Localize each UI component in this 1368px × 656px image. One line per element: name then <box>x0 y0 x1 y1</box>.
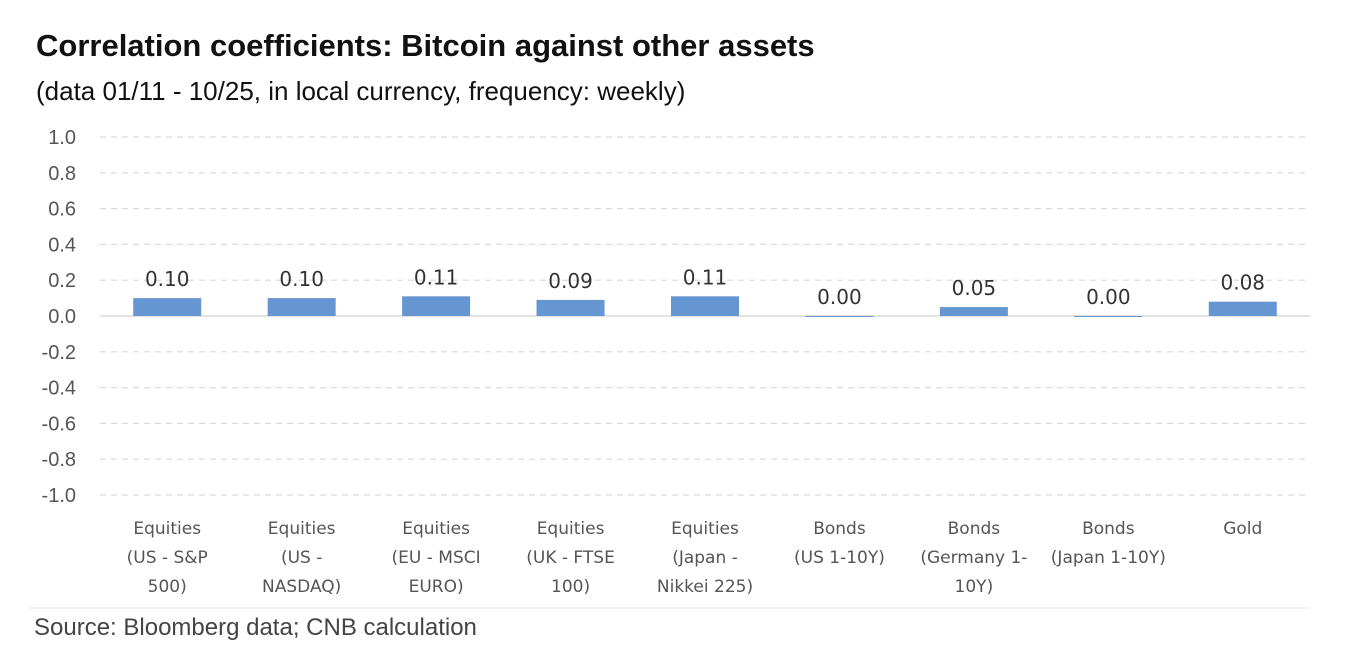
bar <box>671 296 739 316</box>
category-label-line: Equities <box>268 519 336 539</box>
category-label-line: (US 1-10Y) <box>794 548 885 568</box>
category-label-line: (UK - FTSE <box>526 548 615 568</box>
category-label-line: Equities <box>671 519 739 539</box>
category-label-line: (US - S&P <box>127 548 208 568</box>
chart-title: Correlation coefficients: Bitcoin agains… <box>36 28 815 63</box>
category-label: Bonds (US 1-10Y) <box>794 519 885 568</box>
y-tick-label: 0.6 <box>48 199 76 221</box>
category-label-line: Gold <box>1223 519 1262 539</box>
category-label-line: (US - <box>281 548 322 568</box>
chart-subtitle: (data 01/11 - 10/25, in local currency, … <box>36 76 686 106</box>
category-label: Bonds (Germany 1- 10Y) <box>920 519 1027 597</box>
bar <box>267 298 336 316</box>
category-label: Equities (US - S&P 500) <box>127 519 208 597</box>
y-tick-label: 0.8 <box>48 163 76 185</box>
data-label: 0.05 <box>952 276 997 300</box>
source-note: Source: Bloomberg data; CNB calculation <box>34 614 477 641</box>
category-label-line: NASDAQ) <box>262 577 341 597</box>
bar <box>805 316 874 317</box>
bar <box>536 299 605 316</box>
bar <box>402 296 471 316</box>
data-label: 0.00 <box>817 285 862 309</box>
category-label-line: (Japan 1-10Y) <box>1051 548 1166 568</box>
category-label-line: Bonds <box>948 519 1001 539</box>
data-label: 0.08 <box>1221 271 1266 295</box>
category-label-line: EURO) <box>409 577 464 597</box>
category-label-line: (Japan - <box>672 548 738 568</box>
category-label: Gold <box>1223 519 1262 539</box>
bar <box>1208 301 1277 316</box>
data-label: 0.10 <box>145 267 190 291</box>
data-label: 0.10 <box>279 267 324 291</box>
data-label: 0.00 <box>1086 285 1131 309</box>
y-tick-label: 0.0 <box>48 306 76 328</box>
category-label-line: Equities <box>402 519 470 539</box>
category-label-line: 100) <box>551 577 590 597</box>
category-label-line: Equities <box>537 519 605 539</box>
category-label-line: Bonds <box>813 519 866 539</box>
category-label: Equities (Japan - Nikkei 225) <box>657 519 753 597</box>
y-tick-label: -0.6 <box>42 413 76 435</box>
category-label-line: (EU - MSCI <box>392 548 481 568</box>
category-label-line: Nikkei 225) <box>657 577 753 597</box>
y-tick-label: -1.0 <box>42 485 76 507</box>
y-tick-label: 0.4 <box>48 234 76 256</box>
category-label-line: (Germany 1- <box>920 548 1027 568</box>
bar <box>1074 316 1143 317</box>
bar <box>133 298 202 316</box>
category-label: Bonds (Japan 1-10Y) <box>1051 519 1166 568</box>
y-tick-label: -0.2 <box>42 342 76 364</box>
category-label: Equities (UK - FTSE 100) <box>526 519 615 597</box>
data-label: 0.09 <box>548 269 593 293</box>
y-tick-label: 1.0 <box>48 127 76 149</box>
category-label-line: 10Y) <box>955 577 994 597</box>
category-label-line: Equities <box>133 519 201 539</box>
category-label-line: Bonds <box>1082 519 1135 539</box>
category-label: Equities (EU - MSCI EURO) <box>392 519 481 597</box>
bar <box>939 307 1008 316</box>
category-label-line: 500) <box>148 577 187 597</box>
data-label: 0.11 <box>683 265 728 289</box>
y-tick-label: 0.2 <box>48 270 76 292</box>
y-tick-label: -0.4 <box>42 378 76 400</box>
category-label: Equities (US - NASDAQ) <box>262 519 341 597</box>
y-tick-label: -0.8 <box>42 449 76 471</box>
data-label: 0.11 <box>414 265 459 289</box>
